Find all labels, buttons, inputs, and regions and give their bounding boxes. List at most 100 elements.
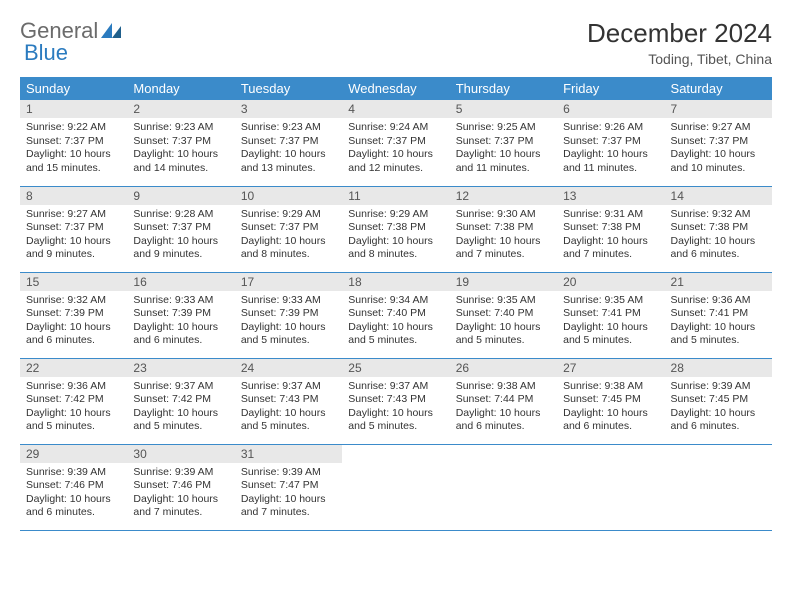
day-header: Saturday bbox=[665, 77, 772, 100]
sunrise-text: Sunrise: 9:24 AM bbox=[348, 121, 443, 135]
day-details: Sunrise: 9:29 AMSunset: 7:38 PMDaylight:… bbox=[342, 205, 449, 267]
day-details: Sunrise: 9:39 AMSunset: 7:46 PMDaylight:… bbox=[20, 463, 127, 525]
calendar-cell: 3 Sunrise: 9:23 AMSunset: 7:37 PMDaylight… bbox=[235, 100, 342, 186]
sunrise-text: Sunrise: 9:39 AM bbox=[26, 466, 121, 480]
calendar-cell: 2Sunrise: 9:23 AMSunset: 7:37 PMDaylight… bbox=[127, 100, 234, 186]
day-details: Sunrise: 9:34 AMSunset: 7:40 PMDaylight:… bbox=[342, 291, 449, 353]
day-number: 27 bbox=[557, 359, 664, 377]
calendar-row: 8Sunrise: 9:27 AMSunset: 7:37 PMDaylight… bbox=[20, 186, 772, 272]
sunrise-text: Sunrise: 9:27 AM bbox=[26, 208, 121, 222]
day-details: Sunrise: 9:39 AMSunset: 7:47 PMDaylight:… bbox=[235, 463, 342, 525]
day-number: 14 bbox=[665, 187, 772, 205]
sunset-text: Sunset: 7:37 PM bbox=[348, 135, 443, 149]
day-details: Sunrise: 9:33 AMSunset: 7:39 PMDaylight:… bbox=[127, 291, 234, 353]
daylight-text: Daylight: 10 hours and 6 minutes. bbox=[26, 321, 121, 348]
day-number: 11 bbox=[342, 187, 449, 205]
calendar-cell: 12Sunrise: 9:30 AMSunset: 7:38 PMDayligh… bbox=[450, 186, 557, 272]
day-details: Sunrise: 9:33 AMSunset: 7:39 PMDaylight:… bbox=[235, 291, 342, 353]
day-details: Sunrise: 9:25 AMSunset: 7:37 PMDaylight:… bbox=[450, 118, 557, 180]
sunrise-text: Sunrise: 9:37 AM bbox=[133, 380, 228, 394]
sunrise-text: Sunrise: 9:38 AM bbox=[563, 380, 658, 394]
calendar-cell: .. bbox=[665, 444, 772, 530]
sunrise-text: Sunrise: 9:35 AM bbox=[563, 294, 658, 308]
day-number: 3 bbox=[235, 100, 342, 118]
calendar-row: 22Sunrise: 9:36 AMSunset: 7:42 PMDayligh… bbox=[20, 358, 772, 444]
sunset-text: Sunset: 7:38 PM bbox=[456, 221, 551, 235]
sunset-text: Sunset: 7:41 PM bbox=[671, 307, 766, 321]
calendar-cell: 25Sunrise: 9:37 AMSunset: 7:43 PMDayligh… bbox=[342, 358, 449, 444]
day-number: 25 bbox=[342, 359, 449, 377]
daylight-text: Daylight: 10 hours and 11 minutes. bbox=[563, 148, 658, 175]
daylight-text: Daylight: 10 hours and 7 minutes. bbox=[241, 493, 336, 520]
sunrise-text: Sunrise: 9:39 AM bbox=[133, 466, 228, 480]
calendar-cell: 17Sunrise: 9:33 AMSunset: 7:39 PMDayligh… bbox=[235, 272, 342, 358]
day-number: 12 bbox=[450, 187, 557, 205]
day-number: 29 bbox=[20, 445, 127, 463]
calendar-row: 29Sunrise: 9:39 AMSunset: 7:46 PMDayligh… bbox=[20, 444, 772, 530]
daylight-text: Daylight: 10 hours and 9 minutes. bbox=[26, 235, 121, 262]
month-title: December 2024 bbox=[587, 18, 772, 49]
daylight-text: Daylight: 10 hours and 6 minutes. bbox=[133, 321, 228, 348]
sunset-text: Sunset: 7:42 PM bbox=[133, 393, 228, 407]
sunset-text: Sunset: 7:46 PM bbox=[26, 479, 121, 493]
calendar-cell: .. bbox=[557, 444, 664, 530]
calendar-row: 15Sunrise: 9:32 AMSunset: 7:39 PMDayligh… bbox=[20, 272, 772, 358]
day-number: 26 bbox=[450, 359, 557, 377]
brand-part2: Blue bbox=[24, 40, 68, 66]
calendar-cell: 27Sunrise: 9:38 AMSunset: 7:45 PMDayligh… bbox=[557, 358, 664, 444]
day-details: Sunrise: 9:32 AMSunset: 7:38 PMDaylight:… bbox=[665, 205, 772, 267]
day-details: Sunrise: 9:28 AMSunset: 7:37 PMDaylight:… bbox=[127, 205, 234, 267]
calendar-cell: 23Sunrise: 9:37 AMSunset: 7:42 PMDayligh… bbox=[127, 358, 234, 444]
sunrise-text: Sunrise: 9:29 AM bbox=[241, 208, 336, 222]
calendar-cell: 9Sunrise: 9:28 AMSunset: 7:37 PMDaylight… bbox=[127, 186, 234, 272]
day-number: 10 bbox=[235, 187, 342, 205]
day-details: Sunrise: 9:22 AMSunset: 7:37 PMDaylight:… bbox=[20, 118, 127, 180]
sunset-text: Sunset: 7:38 PM bbox=[348, 221, 443, 235]
day-number: 6 bbox=[557, 100, 664, 118]
calendar-cell: 18Sunrise: 9:34 AMSunset: 7:40 PMDayligh… bbox=[342, 272, 449, 358]
day-details: Sunrise: 9:23 AMSunset: 7:37 PMDaylight:… bbox=[127, 118, 234, 180]
sunrise-text: Sunrise: 9:25 AM bbox=[456, 121, 551, 135]
calendar-cell: 14Sunrise: 9:32 AMSunset: 7:38 PMDayligh… bbox=[665, 186, 772, 272]
day-header: Thursday bbox=[450, 77, 557, 100]
sunrise-text: Sunrise: 9:26 AM bbox=[563, 121, 658, 135]
calendar-cell: 7Sunrise: 9:27 AMSunset: 7:37 PMDaylight… bbox=[665, 100, 772, 186]
sunset-text: Sunset: 7:37 PM bbox=[133, 221, 228, 235]
day-details: Sunrise: 9:37 AMSunset: 7:42 PMDaylight:… bbox=[127, 377, 234, 439]
calendar-cell: 8Sunrise: 9:27 AMSunset: 7:37 PMDaylight… bbox=[20, 186, 127, 272]
sunset-text: Sunset: 7:39 PM bbox=[133, 307, 228, 321]
sunset-text: Sunset: 7:45 PM bbox=[671, 393, 766, 407]
day-details: Sunrise: 9:39 AMSunset: 7:46 PMDaylight:… bbox=[127, 463, 234, 525]
sunrise-text: Sunrise: 9:23 AM bbox=[133, 121, 228, 135]
daylight-text: Daylight: 10 hours and 5 minutes. bbox=[133, 407, 228, 434]
sunset-text: Sunset: 7:37 PM bbox=[133, 135, 228, 149]
sunrise-text: Sunrise: 9:30 AM bbox=[456, 208, 551, 222]
daylight-text: Daylight: 10 hours and 14 minutes. bbox=[133, 148, 228, 175]
calendar-cell: 30Sunrise: 9:39 AMSunset: 7:46 PMDayligh… bbox=[127, 444, 234, 530]
daylight-text: Daylight: 10 hours and 13 minutes. bbox=[241, 148, 336, 175]
calendar-cell: 15Sunrise: 9:32 AMSunset: 7:39 PMDayligh… bbox=[20, 272, 127, 358]
sunset-text: Sunset: 7:46 PM bbox=[133, 479, 228, 493]
sunset-text: Sunset: 7:39 PM bbox=[241, 307, 336, 321]
title-block: December 2024 Toding, Tibet, China bbox=[587, 18, 772, 67]
day-details: Sunrise: 9:26 AMSunset: 7:37 PMDaylight:… bbox=[557, 118, 664, 180]
sunrise-text: Sunrise: 9:23 AM bbox=[241, 121, 336, 135]
calendar-cell: 22Sunrise: 9:36 AMSunset: 7:42 PMDayligh… bbox=[20, 358, 127, 444]
day-number: 31 bbox=[235, 445, 342, 463]
sunset-text: Sunset: 7:40 PM bbox=[456, 307, 551, 321]
daylight-text: Daylight: 10 hours and 5 minutes. bbox=[241, 407, 336, 434]
sunrise-text: Sunrise: 9:32 AM bbox=[671, 208, 766, 222]
day-number: 2 bbox=[127, 100, 234, 118]
sunset-text: Sunset: 7:37 PM bbox=[241, 135, 336, 149]
sunrise-text: Sunrise: 9:39 AM bbox=[671, 380, 766, 394]
day-number: 17 bbox=[235, 273, 342, 291]
sunset-text: Sunset: 7:37 PM bbox=[26, 221, 121, 235]
sunset-text: Sunset: 7:38 PM bbox=[671, 221, 766, 235]
sunrise-text: Sunrise: 9:29 AM bbox=[348, 208, 443, 222]
day-details: Sunrise: 9:36 AMSunset: 7:41 PMDaylight:… bbox=[665, 291, 772, 353]
sunset-text: Sunset: 7:43 PM bbox=[241, 393, 336, 407]
calendar-cell: 19Sunrise: 9:35 AMSunset: 7:40 PMDayligh… bbox=[450, 272, 557, 358]
day-details: Sunrise: 9:32 AMSunset: 7:39 PMDaylight:… bbox=[20, 291, 127, 353]
day-details: Sunrise: 9:24 AMSunset: 7:37 PMDaylight:… bbox=[342, 118, 449, 180]
daylight-text: Daylight: 10 hours and 7 minutes. bbox=[563, 235, 658, 262]
